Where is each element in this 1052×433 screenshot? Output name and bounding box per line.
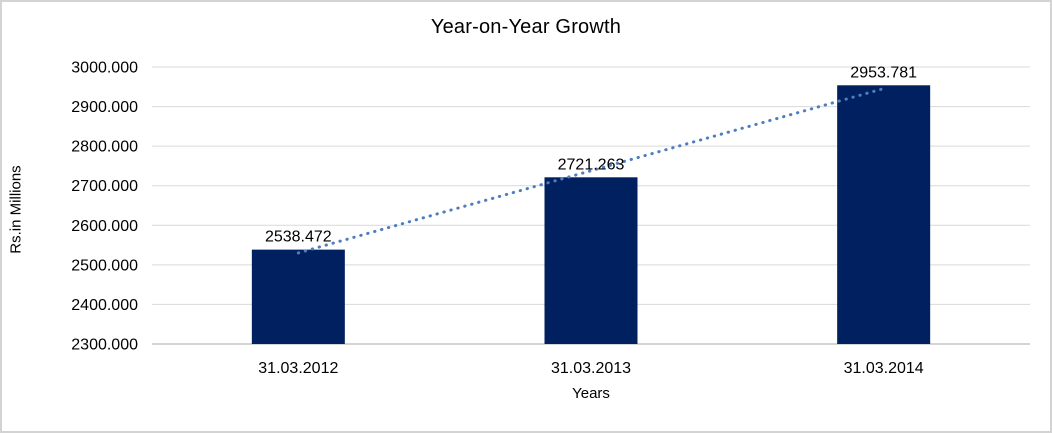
bar bbox=[837, 85, 931, 344]
x-tick-label: 31.03.2013 bbox=[551, 360, 631, 377]
x-tick-label: 31.03.2014 bbox=[844, 360, 924, 377]
y-tick-label: 2400.000 bbox=[71, 297, 138, 314]
bar-data-label: 2538.472 bbox=[265, 229, 332, 246]
y-tick-label: 2500.000 bbox=[71, 257, 138, 274]
y-tick-label: 2900.000 bbox=[71, 99, 138, 116]
trendline bbox=[296, 87, 886, 255]
y-tick-label: 2300.000 bbox=[71, 337, 138, 354]
y-tick-label: 2600.000 bbox=[71, 218, 138, 235]
y-axis-title: Rs.in Millions bbox=[7, 165, 25, 254]
bar bbox=[544, 177, 638, 344]
chart-title: Year-on-Year Growth bbox=[430, 16, 622, 38]
y-tick-label: 2800.000 bbox=[71, 139, 138, 156]
x-tick-label: 31.03.2012 bbox=[258, 360, 338, 377]
bar-data-label: 2721.263 bbox=[558, 156, 625, 173]
bar-data-label: 2953.781 bbox=[850, 64, 917, 81]
x-axis-title: Years bbox=[572, 385, 610, 402]
y-tick-label: 3000.000 bbox=[71, 60, 138, 77]
y-tick-label: 2700.000 bbox=[71, 178, 138, 195]
bar bbox=[251, 249, 345, 344]
